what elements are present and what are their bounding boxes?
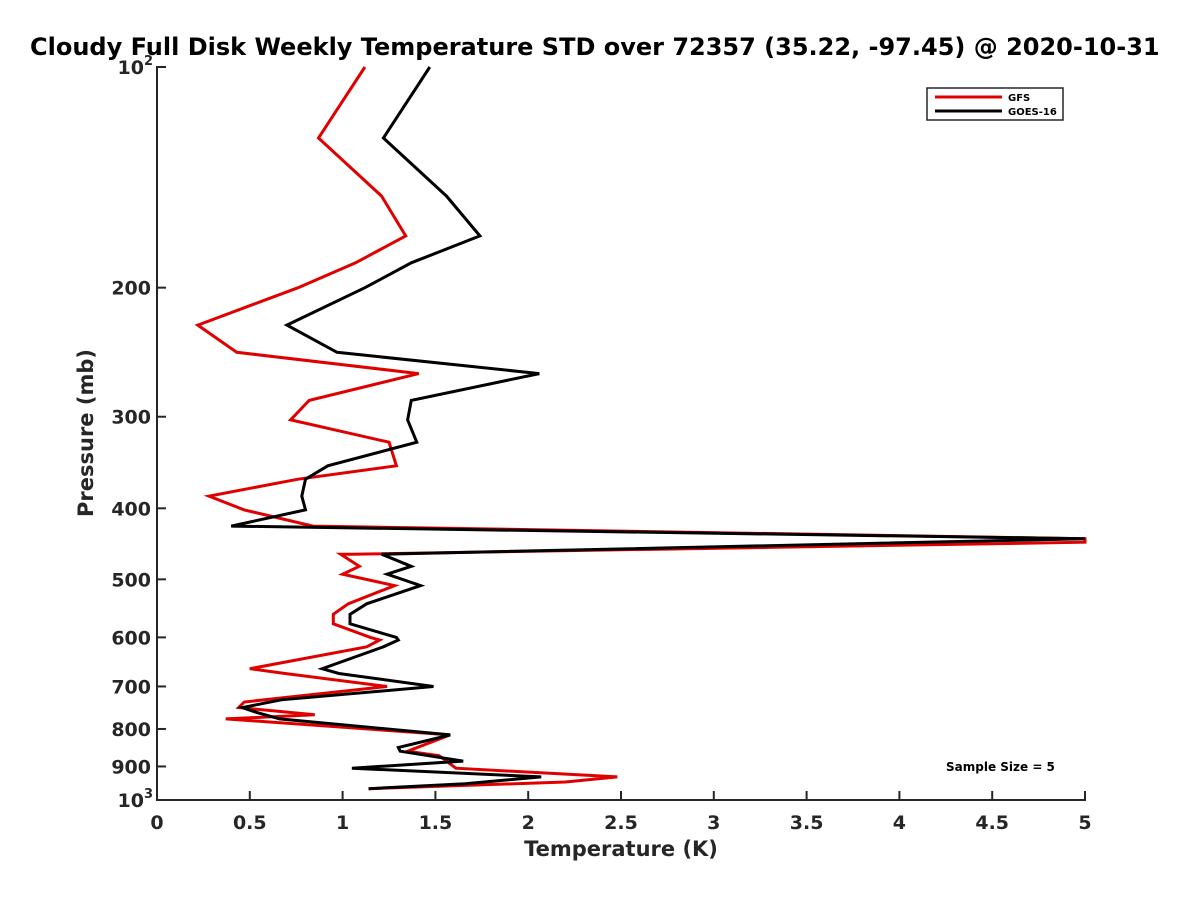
y-tick-label: 102: [118, 54, 154, 79]
x-tick-label: 1: [336, 812, 349, 834]
y-tick-label: 300: [111, 407, 151, 429]
series-line-gfs: [194, 66, 1087, 791]
legend: GFS GOES-16: [926, 87, 1064, 121]
y-tick-label: 400: [111, 498, 151, 520]
x-tick-label: 2.5: [604, 812, 638, 834]
legend-label-gfs: GFS: [1008, 93, 1030, 104]
y-tick-label: 500: [111, 569, 151, 591]
x-axis-label: Temperature (K): [524, 837, 718, 861]
series-layer: [194, 66, 1087, 791]
x-tick-label: 4: [893, 812, 906, 834]
y-tick-label: 200: [111, 278, 151, 300]
y-tick-label: 800: [111, 719, 151, 741]
chart-title: Cloudy Full Disk Weekly Temperature STD …: [30, 33, 1160, 61]
x-tick-label: 0: [150, 812, 163, 834]
y-tick-label: 600: [111, 627, 151, 649]
x-tick-label: 5: [1078, 812, 1091, 834]
sample-size-annotation: Sample Size = 5: [946, 760, 1055, 774]
x-tick-label: 4.5: [975, 812, 1009, 834]
series-line-goes16: [230, 66, 1086, 791]
x-tick-label: 1.5: [419, 812, 453, 834]
y-tick-label: 900: [111, 756, 151, 778]
x-axis-ticks: 0 0.5 1 1.5 2 2.5 3 3.5 4 4.5 5: [150, 791, 1092, 834]
legend-label-goes16: GOES-16: [1008, 107, 1057, 118]
x-tick-label: 2: [522, 812, 535, 834]
y-axis-label: Pressure (mb): [74, 349, 98, 517]
x-tick-label: 0.5: [233, 812, 267, 834]
y-tick-label: 103: [118, 787, 154, 812]
x-tick-label: 3.5: [790, 812, 824, 834]
plot-area: [157, 67, 1085, 800]
legend-box: [926, 87, 1064, 121]
y-axis-ticks: 102 200 300 400 500 600 700 800 900 103: [111, 54, 166, 812]
y-tick-label: 700: [111, 676, 151, 698]
x-tick-label: 3: [707, 812, 720, 834]
